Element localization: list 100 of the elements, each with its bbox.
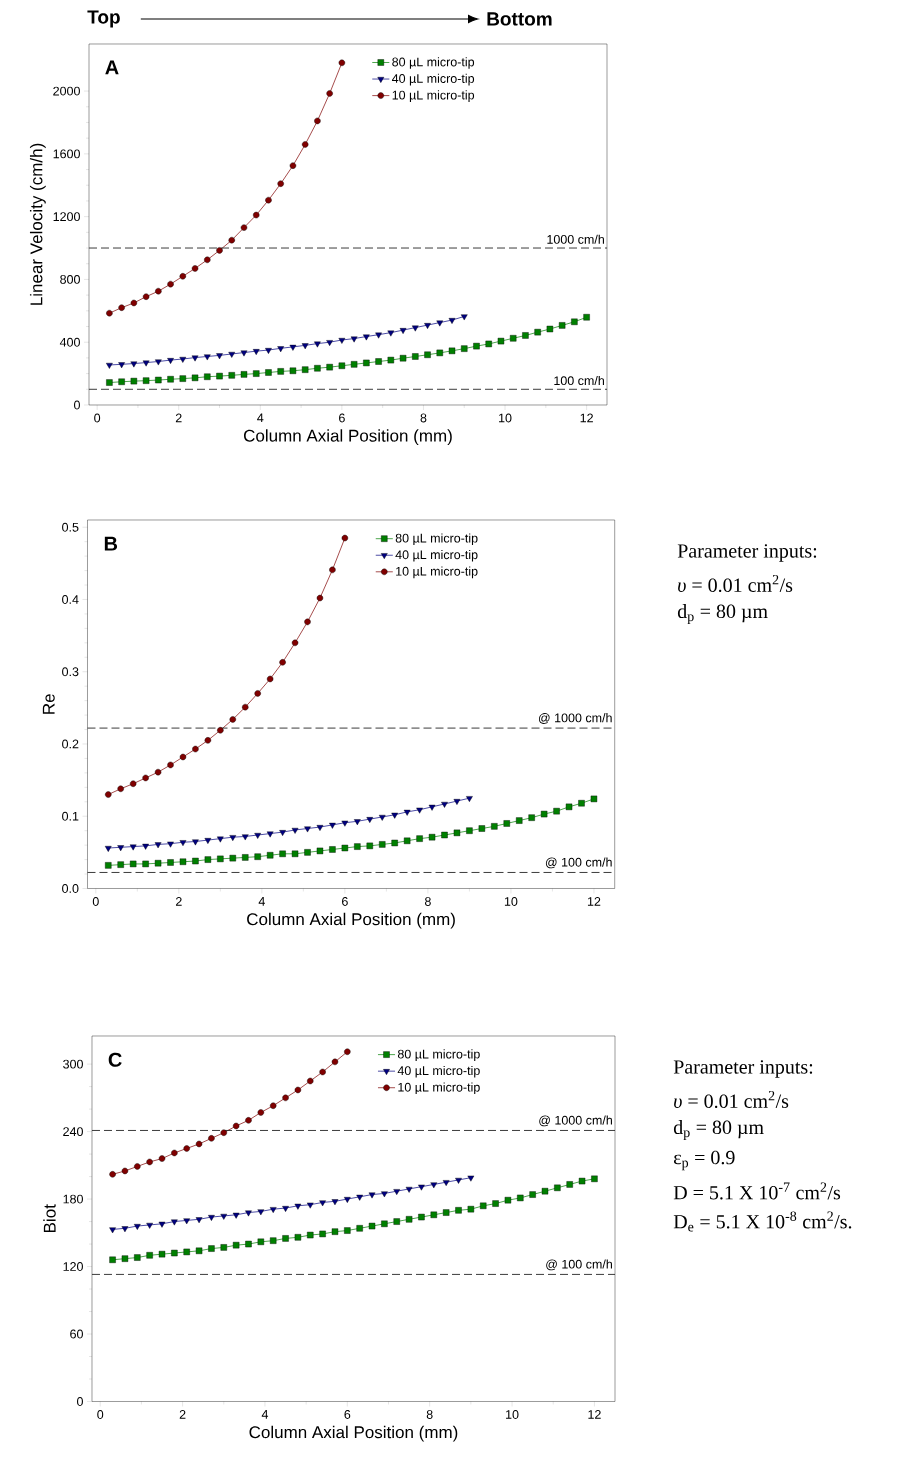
point — [301, 366, 309, 373]
point — [466, 796, 473, 802]
point — [344, 1048, 351, 1055]
point — [540, 810, 548, 818]
point — [455, 1207, 462, 1214]
point — [167, 358, 174, 364]
point — [117, 861, 124, 868]
legend-label: 80 µL micro-tip — [395, 533, 478, 546]
point — [106, 379, 113, 386]
point — [391, 812, 399, 819]
point — [344, 1197, 351, 1203]
point — [405, 1186, 413, 1193]
x-tick-label: 6 — [342, 897, 348, 906]
text: Parameter inputs: — [673, 1060, 813, 1078]
legend-label: 40 µL micro-tip — [397, 1065, 480, 1078]
point — [254, 690, 261, 697]
point — [220, 1244, 227, 1251]
point — [316, 825, 324, 831]
point — [146, 1158, 153, 1166]
point — [253, 211, 260, 219]
x-tick-label: 12 — [588, 1410, 601, 1419]
x-tick-label: 0 — [92, 897, 99, 906]
point — [109, 1256, 116, 1263]
point — [195, 1140, 203, 1148]
y-tick-label: 0 — [74, 400, 80, 410]
point — [130, 299, 138, 307]
legend-label: 10 µL micro-tip — [396, 566, 478, 579]
point — [480, 1202, 487, 1210]
point — [241, 834, 249, 841]
y-tick-label: 0.4 — [62, 595, 79, 604]
point — [279, 830, 286, 836]
point — [319, 1200, 326, 1207]
point — [326, 90, 333, 97]
point — [375, 332, 382, 339]
point — [492, 1200, 499, 1207]
point — [191, 374, 199, 382]
y-axis-title: Linear Velocity (cm/h) — [29, 143, 46, 305]
point — [460, 314, 468, 321]
point — [304, 618, 311, 626]
point — [442, 1209, 450, 1216]
text: υ = 0.01 cm$^{2}$/s — [674, 1090, 789, 1109]
text: d$_{p}$ = 80 µm — [677, 604, 768, 624]
point — [242, 854, 249, 861]
point — [366, 817, 374, 823]
point — [363, 334, 370, 341]
point — [242, 703, 249, 711]
ref-line-label: 100 cm/h — [554, 375, 604, 386]
point — [167, 376, 174, 383]
point — [142, 293, 150, 300]
point — [329, 846, 336, 853]
point — [473, 342, 480, 350]
point — [232, 1212, 240, 1219]
text: Bottom — [487, 12, 552, 26]
point — [179, 753, 187, 761]
point — [304, 826, 311, 833]
point — [117, 845, 125, 852]
point — [228, 351, 236, 358]
point — [266, 852, 274, 859]
point — [403, 837, 411, 844]
point — [461, 345, 468, 352]
point — [265, 196, 272, 204]
point — [179, 858, 187, 865]
point — [329, 566, 336, 574]
text: d$_{p}$ = 80 µm — [673, 1120, 764, 1140]
y-tick-label: 800 — [60, 275, 80, 284]
text: ε$_{p}$ = 0.9 — [673, 1150, 735, 1171]
point — [314, 117, 321, 125]
y-tick-label: 1200 — [53, 212, 80, 222]
point — [354, 819, 361, 826]
point — [387, 356, 395, 364]
point — [448, 318, 456, 324]
legend-label: 80 µL micro-tip — [397, 1049, 480, 1061]
point — [428, 804, 436, 811]
point — [411, 325, 419, 332]
point — [217, 836, 224, 843]
point — [314, 365, 321, 372]
point — [121, 1167, 129, 1175]
point — [154, 842, 162, 849]
point — [216, 372, 223, 380]
point — [240, 371, 248, 378]
point — [455, 1177, 462, 1184]
x-tick-label: 12 — [587, 897, 601, 906]
point — [319, 1230, 326, 1238]
point — [155, 287, 162, 295]
point — [504, 1196, 512, 1204]
point — [257, 1209, 265, 1216]
x-tick-label: 2 — [179, 1410, 186, 1419]
point — [117, 785, 124, 792]
point — [418, 1213, 425, 1221]
y-tick-label: 0.0 — [62, 884, 79, 893]
point — [142, 774, 149, 782]
point — [326, 340, 333, 346]
point — [179, 375, 187, 382]
point — [265, 369, 272, 376]
point — [106, 309, 113, 317]
point — [391, 839, 398, 847]
point — [338, 338, 346, 344]
point — [578, 1177, 586, 1185]
point — [301, 141, 309, 148]
point — [228, 372, 235, 379]
